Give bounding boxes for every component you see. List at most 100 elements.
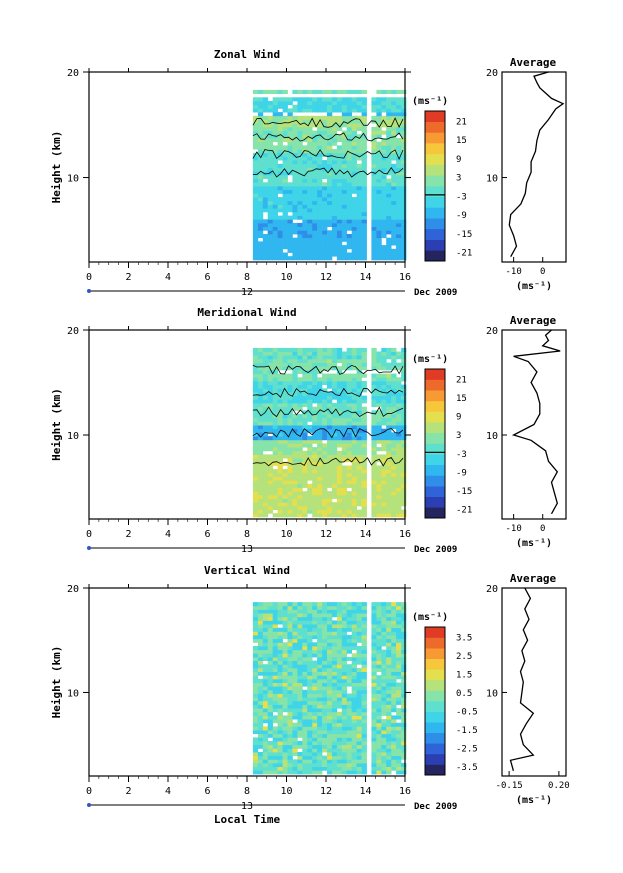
heatmap-cell — [307, 653, 313, 658]
heatmap-cell — [371, 152, 377, 157]
heatmap-cell — [307, 234, 313, 239]
heatmap-cell — [381, 502, 387, 507]
heatmap-cell — [267, 174, 273, 179]
heatmap-cell — [371, 513, 377, 518]
heatmap-cell — [341, 366, 348, 371]
heatmap-cell — [277, 215, 283, 220]
heatmap-cell — [341, 627, 348, 632]
heatmap-cell — [356, 660, 362, 665]
heatmap-cell — [327, 152, 333, 157]
heatmap-cell — [312, 744, 318, 749]
heatmap-cell — [287, 737, 293, 742]
heatmap-cell — [401, 439, 407, 444]
heatmap-cell — [302, 483, 308, 488]
heatmap-cell — [401, 733, 407, 738]
heatmap-cell — [252, 631, 259, 636]
heatmap-cell — [401, 200, 407, 205]
heatmap-cell — [252, 395, 259, 400]
heatmap-cell — [317, 476, 323, 481]
date-axis-start-marker — [87, 546, 91, 550]
heatmap-cell — [356, 762, 362, 767]
heatmap-cell — [302, 362, 308, 367]
heatmap-cell — [331, 678, 338, 683]
heatmap-cell — [341, 178, 348, 183]
heatmap-cell — [327, 256, 333, 261]
heatmap-cell — [401, 513, 407, 518]
heatmap-cell — [386, 638, 392, 643]
heatmap-cell — [292, 138, 298, 143]
heatmap-cell — [386, 693, 392, 698]
heatmap-cell — [371, 134, 377, 139]
heatmap-cell — [292, 204, 298, 209]
heatmap-cell — [376, 358, 382, 363]
heatmap-cell — [312, 152, 318, 157]
heatmap-cell — [252, 174, 259, 179]
heatmap-cell — [327, 730, 333, 735]
heatmap-cell — [401, 766, 407, 771]
heatmap-cell — [287, 215, 293, 220]
heatmap-cell — [297, 613, 303, 618]
heatmap-cell — [312, 241, 318, 246]
heatmap-cell — [401, 167, 407, 172]
heatmap-cell — [262, 436, 269, 441]
heatmap-cell — [262, 697, 269, 702]
heatmap-cell — [391, 678, 397, 683]
heatmap-cell — [376, 178, 382, 183]
heatmap-cell — [386, 656, 392, 661]
heatmap-cell — [322, 458, 328, 463]
heatmap-cell — [381, 380, 387, 385]
heatmap-cell — [336, 215, 343, 220]
heatmap-cell — [376, 726, 382, 731]
heatmap-cell — [376, 163, 382, 168]
heatmap-cell — [361, 447, 367, 452]
heatmap-cell — [322, 252, 328, 257]
y-tick-label: 10 — [67, 174, 79, 185]
heatmap-cell — [361, 726, 367, 731]
heatmap-cell — [336, 145, 343, 150]
heatmap-cell — [307, 160, 313, 165]
colorbar-swatch — [425, 443, 445, 455]
heatmap-cell — [376, 613, 382, 618]
heatmap-cell — [292, 671, 298, 676]
heatmap-cell — [391, 748, 397, 753]
heatmap-cell — [327, 104, 333, 109]
heatmap-cell — [361, 126, 367, 131]
heatmap-cell — [292, 502, 298, 507]
heatmap-cell — [327, 101, 333, 106]
heatmap-cell — [391, 392, 397, 397]
heatmap-cell — [297, 502, 303, 507]
heatmap-cell — [262, 347, 269, 352]
heatmap-cell — [356, 722, 362, 727]
heatmap-cell — [252, 737, 259, 742]
heatmap-cell — [307, 646, 313, 651]
heatmap-cell — [317, 248, 323, 253]
heatmap-cell — [277, 174, 283, 179]
heatmap-cell — [292, 145, 298, 150]
heatmap-cell — [356, 439, 362, 444]
heatmap-cell — [257, 664, 264, 669]
heatmap-cell — [331, 447, 338, 452]
heatmap-cell — [252, 182, 259, 187]
heatmap-cell — [257, 602, 264, 607]
heatmap-cell — [257, 197, 264, 202]
heatmap-cell — [371, 737, 377, 742]
heatmap-cell — [356, 708, 362, 713]
heatmap-cell — [386, 502, 392, 507]
heatmap-cell — [386, 487, 392, 492]
x-tick-label: 2 — [125, 529, 131, 540]
heatmap-cell — [282, 653, 288, 658]
colorbar-tick-label: -2.5 — [456, 744, 478, 754]
heatmap-cell — [361, 204, 367, 209]
heatmap-cell — [297, 241, 303, 246]
heatmap-cell — [386, 605, 392, 610]
heatmap-cell — [282, 126, 288, 131]
heatmap-cell — [282, 428, 288, 433]
heatmap-cell — [312, 399, 318, 404]
heatmap-cell — [356, 697, 362, 702]
heatmap-cell — [396, 414, 402, 419]
heatmap-cell — [331, 362, 338, 367]
heatmap-cell — [327, 443, 333, 448]
heatmap-cell — [277, 642, 283, 647]
heatmap-cell — [317, 138, 323, 143]
heatmap-cell — [331, 605, 338, 610]
